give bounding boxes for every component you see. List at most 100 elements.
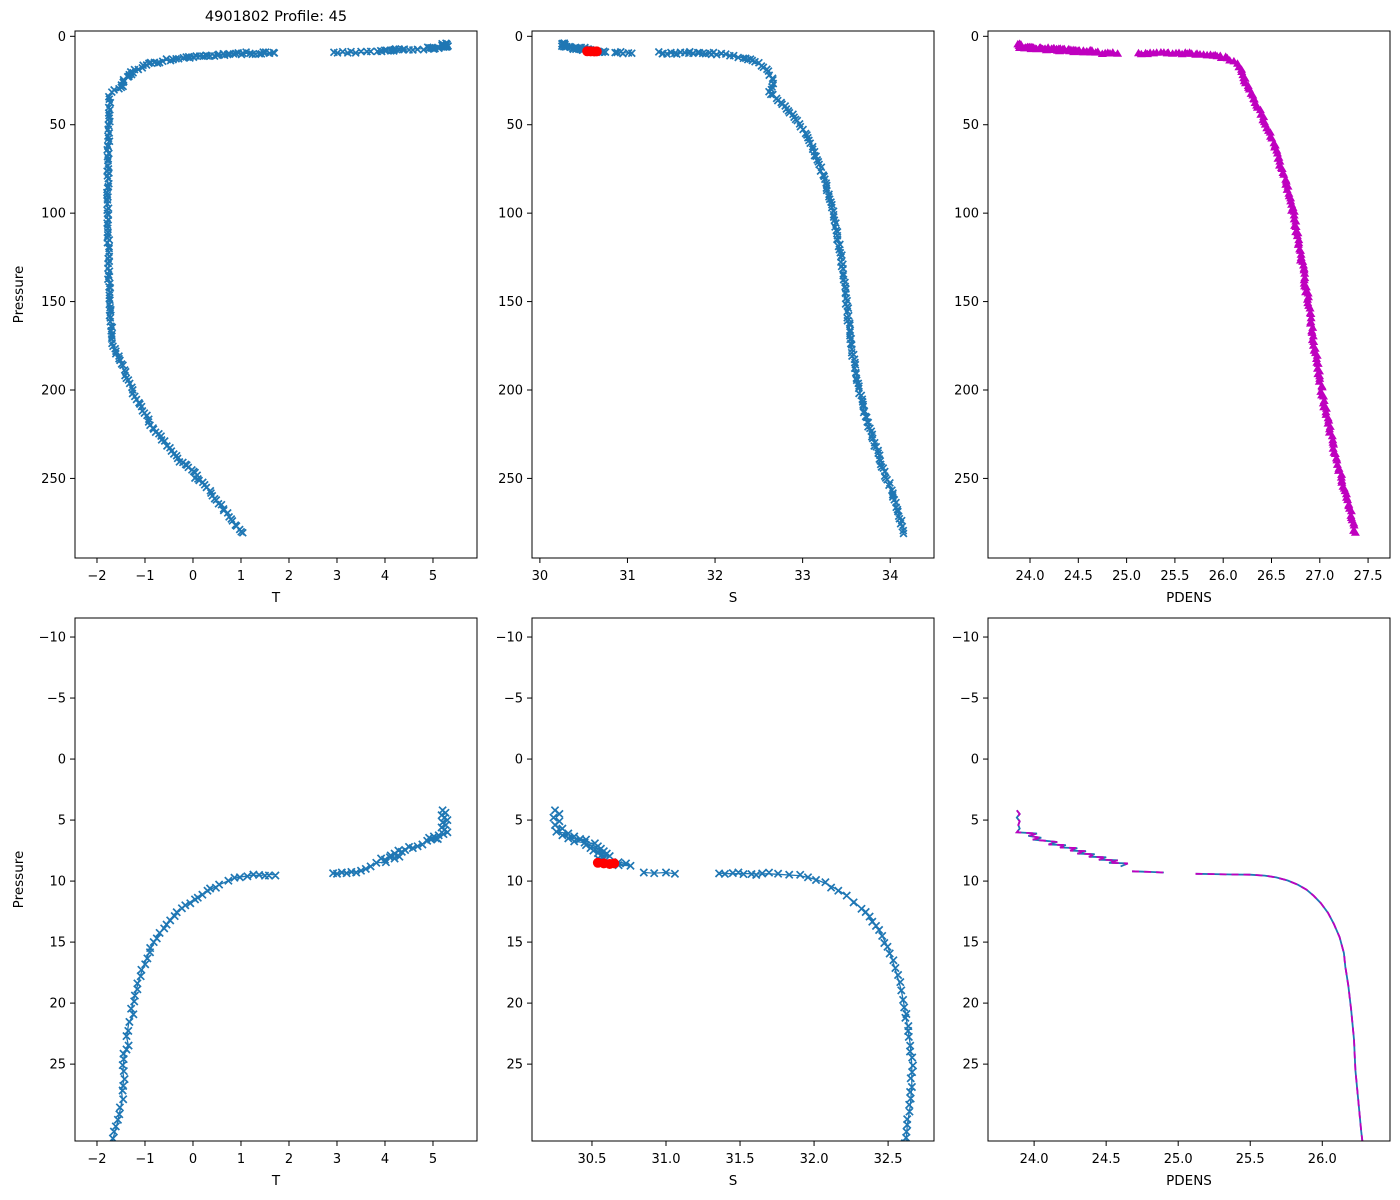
y-tick-label: 15 [49,936,66,951]
y-tick-label: 20 [506,997,523,1012]
x-tick-label: 24.5 [1064,569,1093,584]
s_main-line [719,872,913,1141]
x-tick-label: 26.0 [1209,569,1238,584]
x-tick-label: 24.0 [1020,1152,1049,1167]
y-tick-label: 0 [971,30,979,45]
x-tick-label: −1 [135,1152,154,1167]
x-tick-label: 3 [333,569,341,584]
x-tick-label: 25.5 [1160,569,1189,584]
x-tick-label: 25.0 [1164,1152,1193,1167]
subplot-pdens-zoom: 24.0 24.5 25.0 25.5 26.0 −10 −5 0 5 10 15 20 25 PDENS [952,617,1391,1189]
y-tick-label: 5 [515,814,523,829]
y-tick-label: 250 [954,472,979,487]
x-axis-label: PDENS [1166,1173,1212,1189]
y-tick-label: 250 [41,472,66,487]
x-tick-label: 30.5 [577,1152,606,1167]
y-tick-label: 0 [58,753,66,768]
x-tick-label: 33 [794,569,811,584]
y-tick-label: 25 [49,1058,66,1073]
subplot-temperature-full: −2 −1 0 1 2 3 4 5050100150200250TPressure490180… [11,9,478,606]
subplot-pdens-zoom-frame [987,617,1391,1142]
subplot-salinity-full: 30 31 32 33 34 0 50 100 150 200 250 S [498,30,935,606]
subplot-salinity-zoom-frame [531,617,935,1142]
x-tick-label: 5 [429,1152,437,1167]
y-tick-label: 5 [971,814,979,829]
x-tick-label: 0 [189,569,197,584]
y-tick-label: 15 [506,936,523,951]
subplot-pdens-full-data [1013,39,1360,536]
t_profile-x-markers [102,48,279,537]
x-tick-label: −2 [87,569,106,584]
y-tick-label: 0 [58,30,66,45]
subplot-salinity-full-data [557,39,908,538]
subplot-temperature-full-data [102,39,453,537]
y-tick-label: 25 [962,1058,979,1073]
x-axis-label: PDENS [1166,590,1212,606]
x-tick-label: 27.5 [1354,569,1383,584]
y-tick-label: 10 [962,875,979,890]
x-tick-label: 31 [619,569,636,584]
pdens_profile-line [1015,809,1364,1141]
y-tick-label: 50 [962,118,979,133]
x-tick-label: 32 [707,569,724,584]
y-tick-label: 200 [954,383,979,398]
t_upper-x-markers [329,39,453,57]
y-tick-label: −5 [504,692,523,707]
y-tick-label: 100 [41,207,66,222]
subplot-pdens-full-frame [987,30,1391,559]
y-tick-label: 100 [498,207,523,222]
y-tick-label: 200 [498,383,523,398]
y-tick-label: 100 [954,207,979,222]
y-tick-label: 200 [41,383,66,398]
y-tick-label: 150 [41,295,66,310]
x-tick-label: 2 [285,569,293,584]
subplot-temperature-zoom-data [108,806,452,1141]
y-tick-label: 15 [962,936,979,951]
x-tick-label: 30 [532,569,549,584]
x-axis-label: S [729,1173,738,1189]
subplot-salinity-zoom-data [549,806,918,1141]
subplot-salinity-full-frame [531,30,935,559]
subplot-pdens-full: 24.0 24.5 25.0 25.5 26.0 26.5 27.0 27.5 0 50 100 15… [954,30,1391,606]
y-tick-label: 20 [962,997,979,1012]
x-tick-label: 34 [882,569,899,584]
x-tick-label: −1 [135,569,154,584]
y-tick-label: 25 [506,1058,523,1073]
x-tick-label: 25.5 [1236,1152,1265,1167]
x-tick-label: 1 [237,1152,245,1167]
y-tick-label: −10 [39,631,66,646]
y-tick-label: −10 [952,631,979,646]
x-tick-label: 1 [237,569,245,584]
x-tick-label: 24.0 [1016,569,1045,584]
x-tick-label: 31.0 [652,1152,681,1167]
y-tick-label: 0 [515,753,523,768]
y-tick-label: 50 [49,118,66,133]
x-tick-label: 26.5 [1257,569,1286,584]
y-tick-label: 250 [498,472,523,487]
x-tick-label: 25.0 [1112,569,1141,584]
x-axis-label: T [271,590,281,606]
x-tick-label: 3 [333,1152,341,1167]
x-tick-label: 2 [285,1152,293,1167]
y-tick-label: 0 [515,30,523,45]
y-tick-label: 150 [498,295,523,310]
x-tick-label: 4 [381,569,389,584]
y-tick-label: 150 [954,295,979,310]
y-tick-label: 20 [49,997,66,1012]
x-tick-label: 31.5 [726,1152,755,1167]
subplot-temperature-zoom-frame [74,617,478,1142]
y-tick-label: 0 [971,753,979,768]
s_red-dot-marker [591,46,602,57]
y-axis-label: Pressure [11,851,27,909]
y-tick-label: −10 [496,631,523,646]
y-tick-label: 50 [506,118,523,133]
y-tick-label: 5 [58,814,66,829]
x-tick-label: 27.0 [1305,569,1334,584]
x-tick-label: −2 [87,1152,106,1167]
x-axis-label: T [271,1173,281,1189]
x-tick-label: 32.5 [874,1152,903,1167]
t_profile-x-markers [108,870,280,1141]
